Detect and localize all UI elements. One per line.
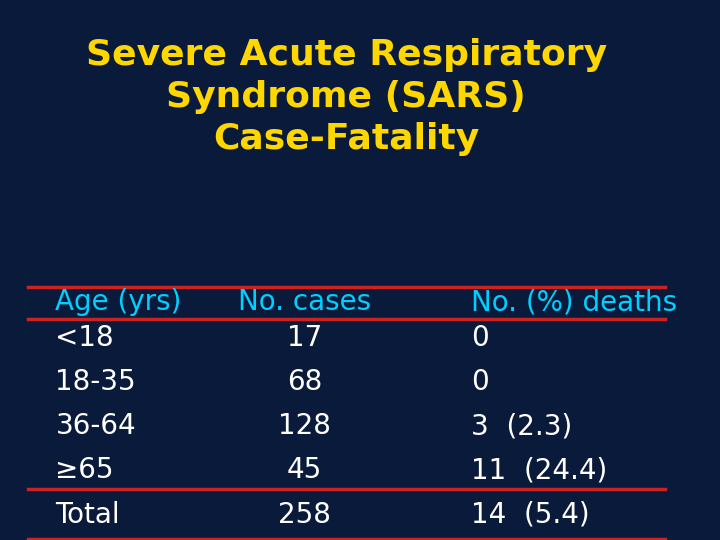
Text: No. (%) deaths: No. (%) deaths xyxy=(471,288,677,316)
Text: 17: 17 xyxy=(287,323,323,352)
Text: 258: 258 xyxy=(278,501,331,529)
Text: ≥65: ≥65 xyxy=(55,456,114,484)
Text: Total: Total xyxy=(55,501,120,529)
Text: 0: 0 xyxy=(471,368,489,396)
Text: <18: <18 xyxy=(55,323,114,352)
Text: 45: 45 xyxy=(287,456,323,484)
Text: No. cases: No. cases xyxy=(238,288,372,316)
Text: 68: 68 xyxy=(287,368,323,396)
Text: 11  (24.4): 11 (24.4) xyxy=(471,456,607,484)
Text: 0: 0 xyxy=(471,323,489,352)
Text: 18-35: 18-35 xyxy=(55,368,136,396)
Text: Severe Acute Respiratory
Syndrome (SARS)
Case-Fatality: Severe Acute Respiratory Syndrome (SARS)… xyxy=(86,38,607,156)
Text: 36-64: 36-64 xyxy=(55,412,136,440)
Text: 3  (2.3): 3 (2.3) xyxy=(471,412,572,440)
Text: 128: 128 xyxy=(278,412,331,440)
Text: Age (yrs): Age (yrs) xyxy=(55,288,181,316)
Text: 14  (5.4): 14 (5.4) xyxy=(471,501,590,529)
